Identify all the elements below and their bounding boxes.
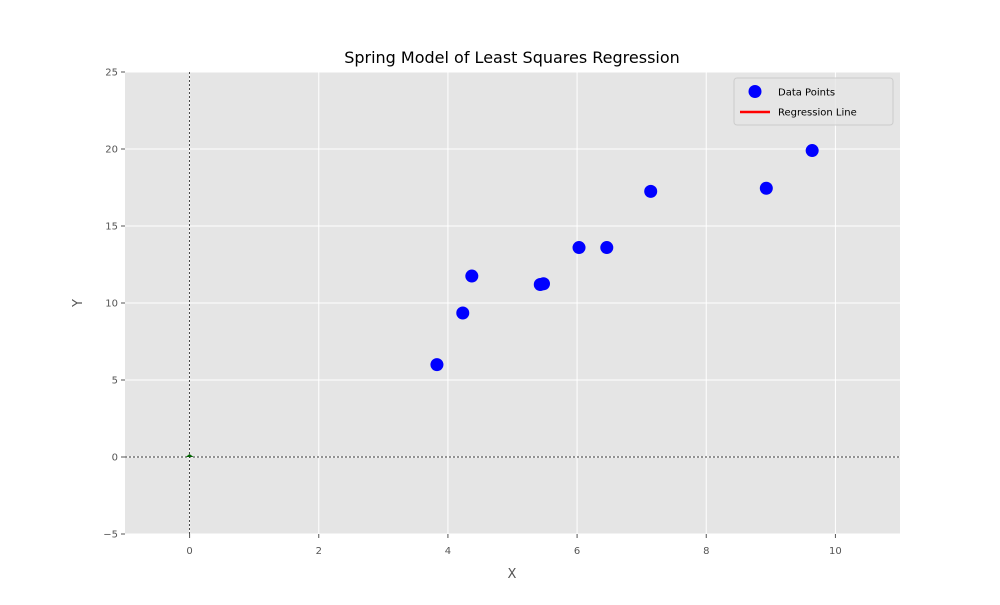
legend: Data Points Regression Line [733,77,894,126]
data-point [805,144,819,158]
y-tick-label: 25 [105,68,118,79]
y-tick-label: −5 [103,530,118,541]
y-axis-label: Y [71,299,86,308]
x-tick-label: 6 [574,546,580,557]
y-tick-label: 10 [105,299,118,310]
x-axis-label: X [508,567,517,582]
data-point [430,358,444,372]
data-point [465,269,479,283]
x-tick-label: 2 [316,546,322,557]
data-point [456,306,470,320]
tick-labels: 0 2 4 6 8 10 −5 0 5 10 15 20 25 [103,68,842,558]
x-tick-label: 8 [703,546,709,557]
chart-title: Spring Model of Least Squares Regression [344,48,680,67]
x-tick-label: 10 [829,546,842,557]
y-tick-label: 20 [105,145,118,156]
data-point [644,184,658,198]
origin-marker [185,454,194,457]
data-point [600,241,614,255]
y-tick-label: 5 [112,376,118,387]
x-tick-label: 0 [186,546,192,557]
legend-label-regression-line: Regression Line [778,108,857,119]
reference-lines [125,72,900,534]
legend-box [733,77,894,126]
legend-swatch-data-points [748,85,762,98]
data-layer [430,144,819,372]
y-tick-label: 0 [112,453,118,464]
y-tick-label: 15 [105,222,118,233]
legend-label-data-points: Data Points [778,88,835,99]
data-point [537,277,550,291]
data-point [759,181,773,195]
data-point [572,241,586,255]
x-tick-label: 4 [445,546,451,557]
